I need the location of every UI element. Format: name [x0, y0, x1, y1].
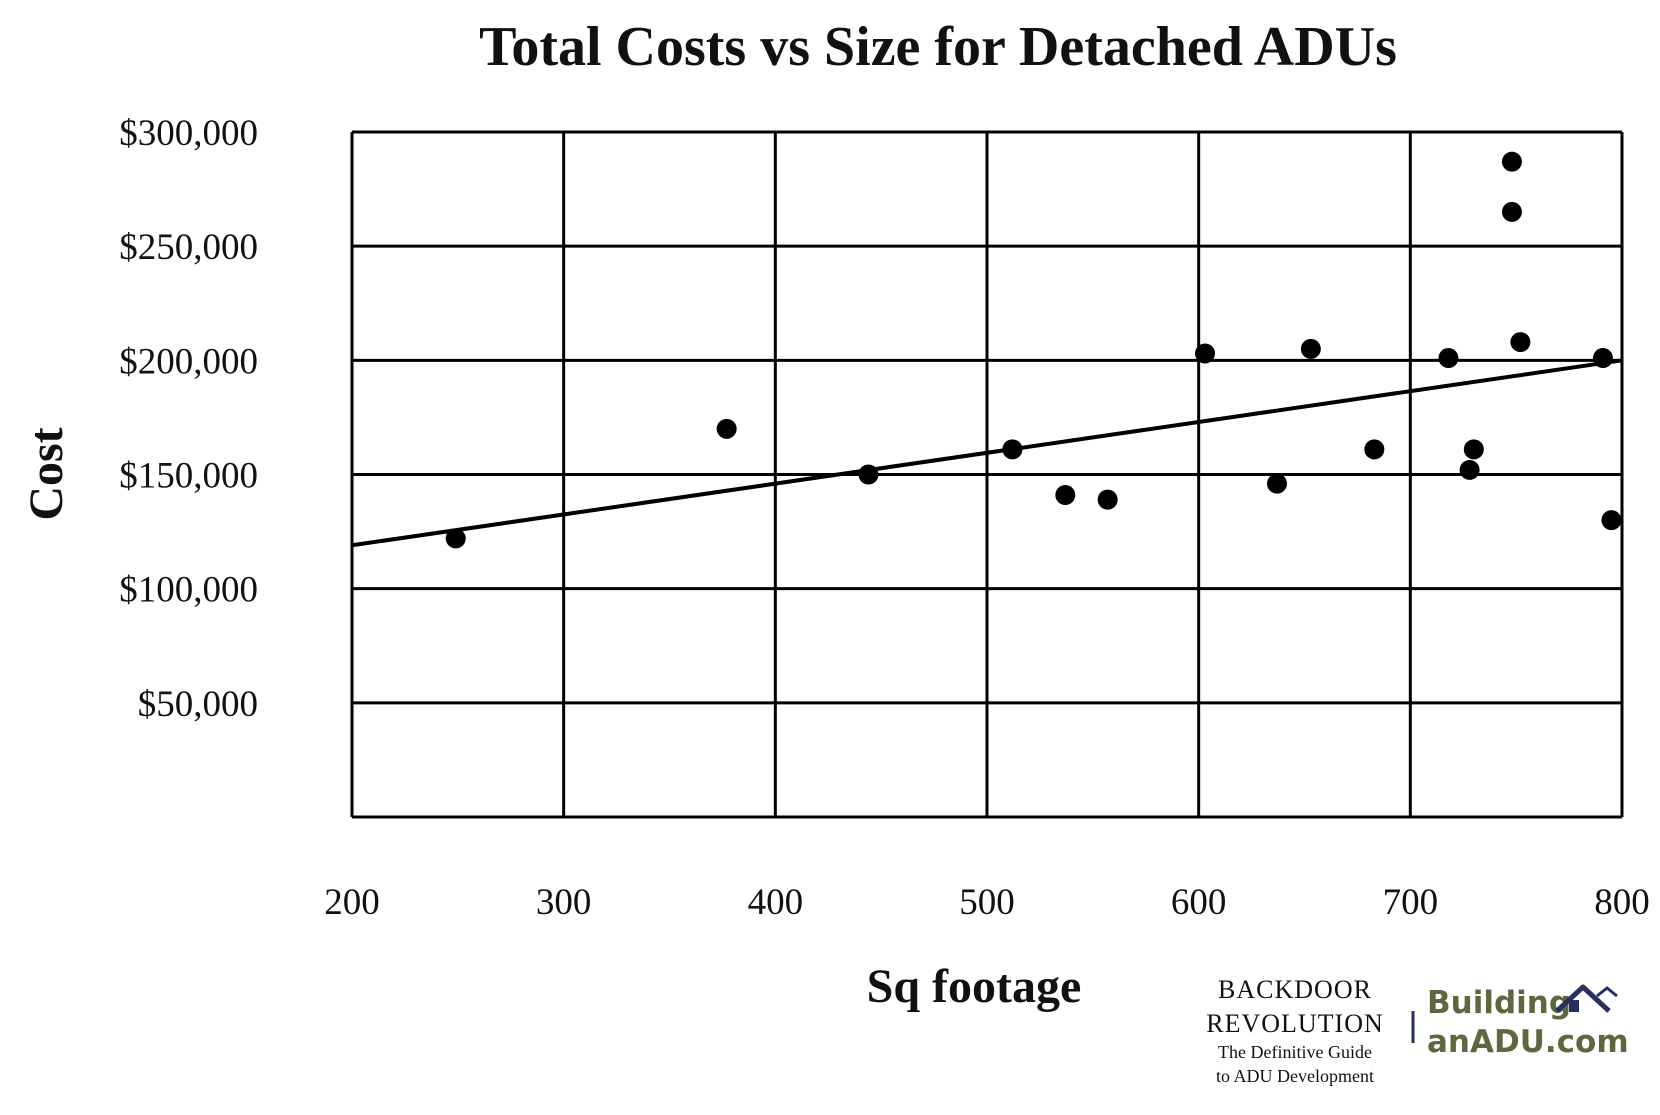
x-axis-label: Sq footage [867, 960, 1082, 1013]
data-point [1055, 485, 1076, 506]
trendline-group [351, 358, 1623, 548]
data-point [1097, 489, 1118, 510]
x-tick-label: 300 [536, 882, 592, 923]
data-point [1501, 201, 1522, 222]
chart-title: Total Costs vs Size for Detached ADUs [479, 16, 1397, 78]
x-tick-label: 400 [748, 882, 804, 923]
site-name-line1: Building [1427, 985, 1571, 1021]
buildinganadu-logo: Building anADU.com [1427, 984, 1629, 1060]
y-tick-label: $150,000 [119, 456, 258, 497]
x-tick-label: 600 [1171, 882, 1227, 923]
book-subtitle-line1: The Definitive Guide [1218, 1042, 1372, 1062]
y-tick-label: $250,000 [119, 227, 258, 268]
data-point [858, 464, 879, 485]
data-point [1459, 459, 1480, 480]
data-point [1438, 348, 1459, 369]
data-point [716, 418, 737, 439]
x-tick-label: 700 [1383, 882, 1439, 923]
data-point [1300, 338, 1321, 359]
grid-lines [350, 130, 1624, 819]
data-point [1195, 343, 1216, 364]
data-point [1002, 439, 1023, 460]
book-title-line1: BACKDOOR [1218, 975, 1372, 1004]
x-tick-label: 200 [324, 882, 380, 923]
trendline [351, 358, 1623, 548]
data-point [1364, 439, 1385, 460]
y-tick-label: $200,000 [119, 341, 258, 382]
y-tick-label: $50,000 [138, 684, 258, 725]
data-points [445, 151, 1622, 549]
data-point [1501, 151, 1522, 172]
data-point [1592, 348, 1613, 369]
x-tick-label: 500 [959, 882, 1015, 923]
y-axis-ticks: $50,000 $100,000 $150,000 $200,000 $250,000 $… [119, 113, 258, 725]
backdoor-revolution-logo: BACKDOOR REVOLUTION The Definitive Guide… [1206, 975, 1384, 1086]
data-point [445, 528, 466, 549]
house-icon [1555, 984, 1618, 1013]
y-tick-label: $100,000 [119, 570, 258, 611]
data-point [1510, 332, 1531, 353]
y-tick-label: $300,000 [119, 113, 258, 154]
book-title-line2: REVOLUTION [1206, 1009, 1384, 1038]
data-point [1601, 510, 1622, 531]
book-subtitle-line2: to ADU Development [1216, 1066, 1374, 1086]
x-tick-label: 800 [1594, 882, 1650, 923]
x-axis-ticks: 200 300 400 500 600 700 800 [324, 882, 1650, 923]
data-point [1266, 473, 1287, 494]
y-axis-label: Cost [20, 427, 73, 520]
data-point [1463, 439, 1484, 460]
site-name-line2: anADU.com [1427, 1024, 1629, 1060]
